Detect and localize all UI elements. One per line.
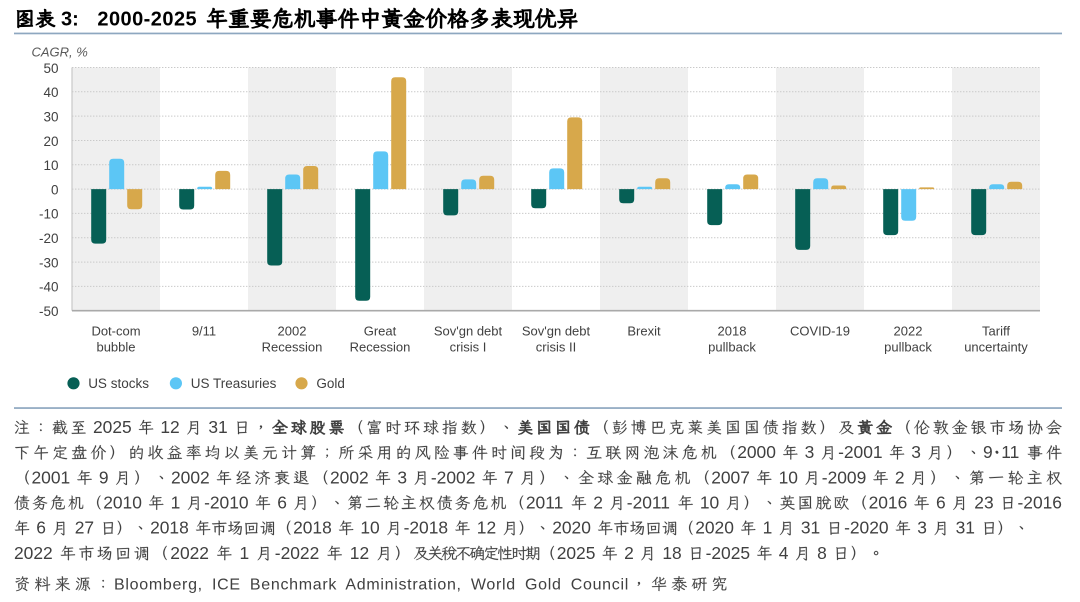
svg-text:8: 8 [817, 543, 827, 563]
svg-text:50: 50 [43, 61, 58, 76]
svg-text:3: 3 [805, 442, 815, 462]
svg-text:2011: 2011 [526, 492, 563, 512]
svg-text:crisis II: crisis II [536, 340, 576, 355]
svg-text:20: 20 [43, 134, 58, 149]
svg-text:-2002: -2002 [431, 467, 475, 487]
svg-text:-50: -50 [39, 304, 59, 319]
svg-text:2020: 2020 [552, 518, 591, 538]
svg-text:2025: 2025 [93, 417, 132, 437]
svg-text:US Treasuries: US Treasuries [191, 376, 277, 391]
svg-text:2002: 2002 [171, 467, 210, 487]
svg-text:2018: 2018 [150, 518, 189, 538]
svg-text:2001: 2001 [32, 467, 71, 487]
svg-text:-2022: -2022 [275, 543, 319, 563]
svg-text:-2016: -2016 [1018, 492, 1062, 512]
svg-text:2007: 2007 [711, 467, 750, 487]
svg-text:-2001: -2001 [838, 442, 882, 462]
svg-text:-20: -20 [39, 231, 59, 246]
svg-text:Tariff: Tariff [982, 324, 1010, 339]
svg-text:10: 10 [360, 518, 379, 538]
svg-text:-2025: -2025 [706, 543, 750, 563]
svg-text:40: 40 [43, 85, 58, 100]
svg-text:3:: 3: [61, 9, 79, 31]
svg-text:2000: 2000 [737, 442, 776, 462]
svg-text:-2020: -2020 [844, 518, 888, 538]
svg-text:6: 6 [936, 492, 946, 512]
svg-text:11: 11 [1001, 442, 1019, 462]
svg-text:3: 3 [397, 467, 407, 487]
svg-text:31: 31 [208, 417, 227, 437]
svg-text:2018: 2018 [293, 518, 332, 538]
svg-text:Gold: Gold [316, 376, 345, 391]
svg-text:2022: 2022 [170, 543, 209, 563]
svg-text:10: 10 [43, 158, 58, 173]
svg-text:10: 10 [700, 492, 719, 512]
svg-text:2016: 2016 [869, 492, 908, 512]
svg-text:30: 30 [43, 109, 58, 124]
svg-text:-2018: -2018 [404, 518, 448, 538]
svg-text:pullback: pullback [708, 340, 756, 355]
svg-text:1: 1 [240, 543, 250, 563]
svg-text:COVID-19: COVID-19 [790, 324, 850, 339]
svg-text:9/11: 9/11 [192, 324, 216, 339]
svg-text:2002: 2002 [278, 324, 307, 339]
svg-text:2002: 2002 [330, 467, 369, 487]
svg-text:2010: 2010 [103, 492, 142, 512]
svg-text:3: 3 [917, 518, 927, 538]
svg-text:Brexit: Brexit [627, 324, 661, 339]
svg-text:Dot-com: Dot-com [91, 324, 140, 339]
svg-text:Great: Great [364, 324, 397, 339]
svg-text:3: 3 [911, 442, 921, 462]
svg-text:4: 4 [779, 543, 789, 563]
svg-text:-10: -10 [39, 207, 59, 222]
svg-text:2: 2 [593, 492, 603, 512]
svg-text:-2011: -2011 [627, 492, 670, 512]
svg-text:1: 1 [763, 518, 773, 538]
svg-text:2022: 2022 [894, 324, 923, 339]
svg-text:9: 9 [983, 442, 993, 462]
svg-text:12: 12 [477, 518, 496, 538]
svg-text:12: 12 [160, 417, 179, 437]
svg-text:bubble: bubble [96, 340, 135, 355]
svg-text:6: 6 [36, 518, 46, 538]
svg-text:uncertainty: uncertainty [964, 340, 1028, 355]
svg-text:31: 31 [956, 518, 975, 538]
svg-text:Recession: Recession [262, 340, 323, 355]
svg-text:0: 0 [51, 182, 59, 197]
svg-text:-40: -40 [39, 280, 59, 295]
svg-text:CAGR, %: CAGR, % [32, 45, 88, 60]
svg-text:27: 27 [75, 518, 94, 538]
svg-text:-2009: -2009 [822, 467, 866, 487]
svg-text:-2010: -2010 [204, 492, 248, 512]
svg-text:10: 10 [779, 467, 798, 487]
svg-text:2020: 2020 [695, 518, 734, 538]
svg-text:31: 31 [801, 518, 820, 538]
svg-text:Recession: Recession [350, 340, 411, 355]
svg-text:Sov'gn debt: Sov'gn debt [522, 324, 591, 339]
svg-text:2000-2025: 2000-2025 [97, 9, 197, 31]
svg-text:-30: -30 [39, 255, 59, 270]
svg-text:7: 7 [504, 467, 514, 487]
svg-text:1: 1 [171, 492, 181, 512]
svg-text:pullback: pullback [884, 340, 932, 355]
svg-text:18: 18 [662, 543, 681, 563]
svg-text:crisis I: crisis I [450, 340, 487, 355]
svg-text:23: 23 [974, 492, 993, 512]
svg-text:2: 2 [895, 467, 905, 487]
svg-text:2: 2 [624, 543, 634, 563]
svg-text:2018: 2018 [718, 324, 747, 339]
svg-text:2025: 2025 [557, 543, 596, 563]
svg-text:12: 12 [350, 543, 369, 563]
svg-text:US stocks: US stocks [88, 376, 149, 391]
svg-text:6: 6 [277, 492, 287, 512]
svg-text:Bloomberg, ICE Benchmark Admin: Bloomberg, ICE Benchmark Administration,… [114, 577, 629, 594]
svg-text:2022: 2022 [14, 543, 53, 563]
svg-text:Sov'gn debt: Sov'gn debt [434, 324, 503, 339]
svg-text:9: 9 [99, 467, 109, 487]
